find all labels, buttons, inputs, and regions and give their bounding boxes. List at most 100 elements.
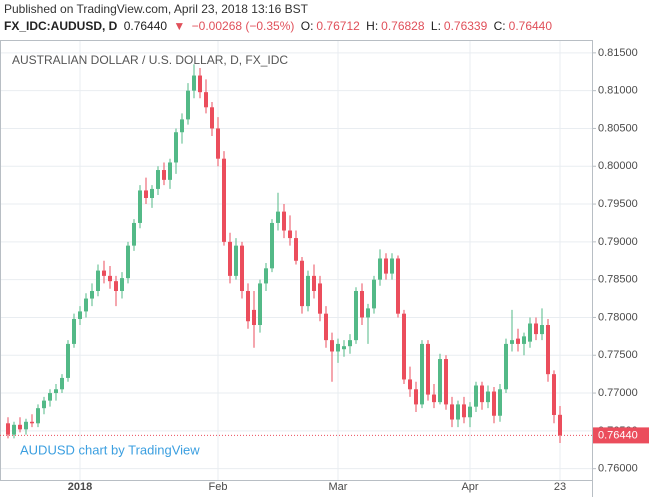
candle-body xyxy=(336,343,340,352)
candle-body xyxy=(150,188,154,199)
candle-body xyxy=(246,290,250,322)
candle-body xyxy=(324,313,328,341)
candle-body xyxy=(48,393,52,401)
candle-body xyxy=(162,170,166,180)
candle-body xyxy=(360,290,364,318)
chart-title: AUSTRALIAN DOLLAR / U.S. DOLLAR, D, FX_I… xyxy=(12,53,288,67)
y-tick-label: 0.79500 xyxy=(598,198,638,210)
x-tick-label: 2018 xyxy=(68,481,92,493)
candle-body xyxy=(6,423,10,435)
candle-body xyxy=(192,75,196,91)
y-tick-label: 0.77000 xyxy=(598,387,638,399)
watermark: AUDUSD chart by TradingView xyxy=(20,442,200,457)
last: 0.76440 xyxy=(123,19,168,33)
candle-body xyxy=(396,258,400,314)
candle-body xyxy=(282,211,286,231)
candle-body xyxy=(306,275,310,307)
candle-body xyxy=(486,391,490,403)
candle-body xyxy=(222,158,226,242)
candle-body xyxy=(312,275,316,291)
candle-body xyxy=(90,290,94,299)
candle-body xyxy=(528,323,532,342)
candle-body xyxy=(144,190,148,199)
o-label: O: xyxy=(300,19,314,33)
candle-body xyxy=(12,424,16,435)
candle-body xyxy=(78,311,82,319)
candle-body xyxy=(294,238,298,261)
candle-body xyxy=(318,283,322,314)
y-tick-label: 0.78500 xyxy=(598,274,638,286)
y-tick-label: 0.77500 xyxy=(598,349,638,361)
candle-body xyxy=(492,391,496,416)
change: −0.00268 (−0.35%) xyxy=(191,19,295,33)
candle-body xyxy=(210,107,214,129)
last-price-box xyxy=(593,427,649,444)
candle-body xyxy=(108,275,112,282)
candle-body xyxy=(462,404,466,418)
candle-body xyxy=(156,170,160,189)
candle-body xyxy=(132,222,136,246)
candle-body xyxy=(456,404,460,420)
candle-body xyxy=(498,389,502,416)
candle-body xyxy=(216,128,220,159)
candle-body xyxy=(402,313,406,380)
y-tick-label: 0.80000 xyxy=(598,160,638,172)
candle-body xyxy=(60,377,64,390)
candle-body xyxy=(540,325,544,335)
arrow: ▼ xyxy=(173,19,186,33)
candle-body xyxy=(432,394,436,403)
last-price-label: 0.76440 xyxy=(598,429,638,441)
y-tick-label: 0.80500 xyxy=(598,122,638,134)
candle-body xyxy=(228,241,232,276)
y-tick-label: 0.76000 xyxy=(598,463,638,475)
c-value: 0.76440 xyxy=(508,19,553,33)
x-tick-label: Apr xyxy=(461,481,478,493)
candle-body xyxy=(384,258,388,274)
candle-body xyxy=(270,222,274,269)
candle-body xyxy=(438,359,442,403)
published-note: Published on TradingView.com, April 23, … xyxy=(4,2,308,16)
candle-body xyxy=(234,245,238,276)
y-tick-label: 0.79000 xyxy=(598,236,638,248)
candle-body xyxy=(24,421,28,430)
l-value: 0.76339 xyxy=(443,19,488,33)
candle-body xyxy=(30,421,34,424)
candle-body xyxy=(174,132,178,163)
candle-body xyxy=(96,270,100,291)
candle-body xyxy=(558,414,562,436)
candle-body xyxy=(408,379,412,390)
candle-body xyxy=(420,343,424,405)
candle-body xyxy=(258,283,262,326)
candle-body xyxy=(366,308,370,318)
candle-body xyxy=(42,400,46,409)
o-value: 0.76712 xyxy=(316,19,360,33)
candle-body xyxy=(510,340,514,344)
candle-body xyxy=(264,268,268,284)
candle-body xyxy=(72,318,76,344)
candle-body xyxy=(126,245,130,279)
candle-body xyxy=(180,119,184,133)
candle-body xyxy=(390,258,394,274)
candle-body xyxy=(54,389,58,394)
candle-body xyxy=(378,258,382,280)
candle-body xyxy=(444,359,448,405)
candle-body xyxy=(66,343,70,378)
candle-body xyxy=(468,406,472,418)
candle-body xyxy=(354,290,358,341)
candle-body xyxy=(198,75,202,93)
candle-body xyxy=(516,338,520,344)
candle-body xyxy=(504,343,508,390)
candle-body xyxy=(300,260,304,307)
symbol-bar: FX_IDC:AUDUSD, D 0.76440 ▼ −0.00268 (−0.… xyxy=(4,19,555,33)
c-label: C: xyxy=(493,19,506,33)
candle-body xyxy=(288,230,292,239)
x-tick-label: 23 xyxy=(554,481,566,493)
candle-body xyxy=(372,279,376,309)
x-tick-label: Feb xyxy=(209,481,228,493)
candle-body xyxy=(114,281,118,291)
candle-body xyxy=(522,336,526,344)
h-label: H: xyxy=(366,19,379,33)
candle-body xyxy=(474,385,478,407)
